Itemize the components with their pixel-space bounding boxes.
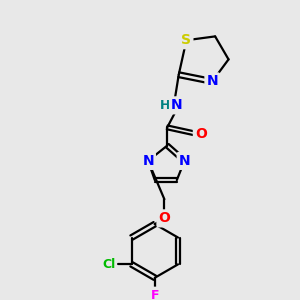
Text: H: H xyxy=(160,99,170,112)
Text: N: N xyxy=(179,154,190,168)
Text: O: O xyxy=(195,127,207,141)
Text: O: O xyxy=(158,212,170,225)
Text: Cl: Cl xyxy=(102,258,115,271)
Text: N: N xyxy=(142,154,154,168)
Text: N: N xyxy=(206,74,218,88)
Text: N: N xyxy=(171,98,183,112)
Text: S: S xyxy=(182,33,191,47)
Text: F: F xyxy=(151,289,159,300)
